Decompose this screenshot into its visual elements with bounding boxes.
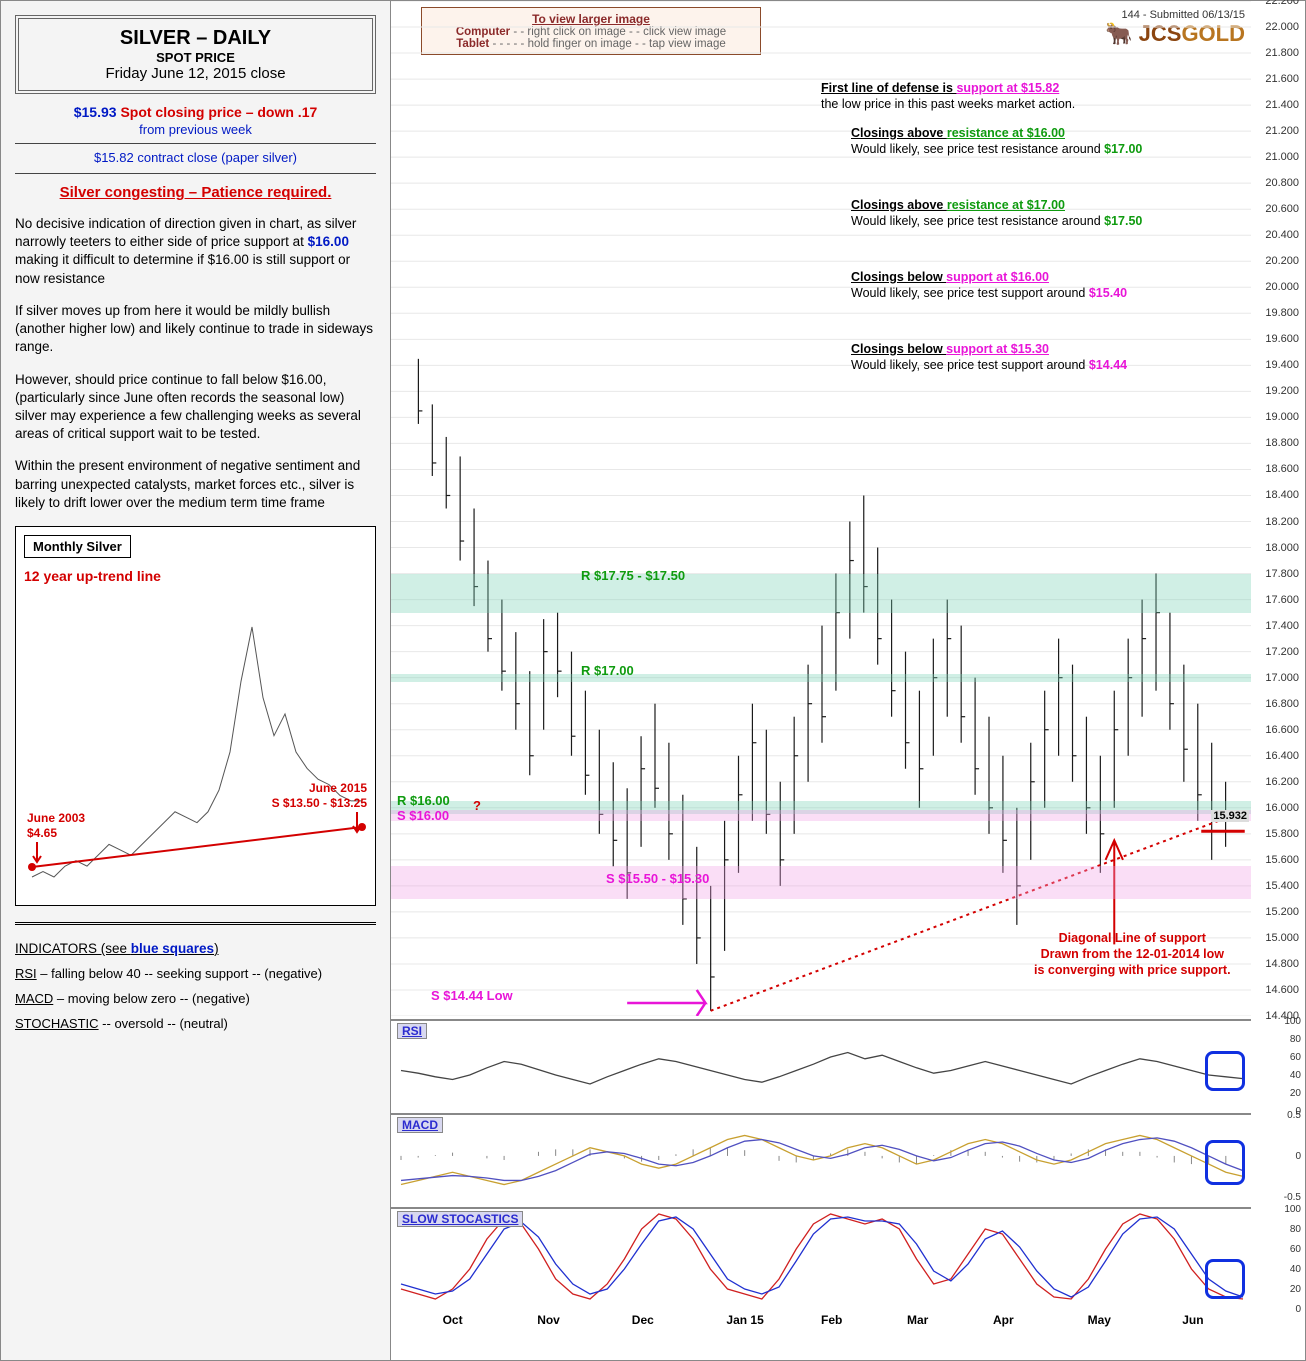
spot-price: $15.93 [74,104,117,120]
inset-title: Monthly Silver [24,535,131,558]
indicator-rsi: RSI – falling below 40 -- seeking suppor… [15,966,376,981]
indicator-macd: MACD – moving below zero -- (negative) [15,991,376,1006]
paper-close: $15.82 contract close (paper silver) [15,150,376,165]
page-root: SILVER – DAILY SPOT PRICE Friday June 12… [0,0,1306,1361]
para-2: If silver moves up from here it would be… [15,302,376,357]
spot-change: – down .17 [246,104,318,120]
spot-from: from previous week [15,122,376,137]
svg-text:$4.65: $4.65 [27,826,57,840]
rsi-panel: RSI806040200100 [391,1019,1251,1109]
macd-chart [391,1115,1251,1205]
inset-chart: June 2003$4.65 June 2015S $13.50 - $13.25 [22,577,372,887]
macd-panel: MACD0.50-0.5 [391,1113,1251,1203]
para-3: However, should price continue to fall b… [15,371,376,444]
headline: Silver congesting – Patience required. [15,184,376,201]
rsi-chart [391,1021,1251,1111]
monthly-silver-inset: Monthly Silver 12 year up-trend line Jun… [15,526,376,906]
title-main: SILVER – DAILY [27,27,364,50]
x-axis: OctNovDecJan 15FebMarAprMayJun [391,1313,1251,1333]
spot-price-line: $15.93 Spot closing price – down .17 [15,104,376,120]
title-sub: SPOT PRICE [27,50,364,65]
left-panel: SILVER – DAILY SPOT PRICE Friday June 12… [1,1,391,1360]
indicator-stoch: STOCHASTIC -- oversold -- (neutral) [15,1016,376,1031]
svg-text:June 2003: June 2003 [27,811,85,825]
rsi-label: RSI [397,1023,427,1039]
title-box: SILVER – DAILY SPOT PRICE Friday June 12… [15,15,376,94]
stoch-label: SLOW STOCASTICS [397,1211,523,1227]
right-panel: To view larger image Computer - - right … [391,1,1305,1360]
main-chart: R $17.75 - $17.50R $17.00R $16.00S $16.0… [391,1,1251,1016]
stoch-panel: SLOW STOCASTICS806040200100 [391,1207,1251,1307]
svg-text:June 2015: June 2015 [309,781,367,795]
para-4: Within the present environment of negati… [15,457,376,512]
indicators-header: INDICATORS (see blue squares) [15,941,376,956]
title-date: Friday June 12, 2015 close [27,65,364,82]
svg-text:S $13.50 - $13.25: S $13.50 - $13.25 [272,796,368,810]
para-1: No decisive indication of direction give… [15,215,376,288]
spot-label: Spot closing price [120,104,241,120]
macd-label: MACD [397,1117,443,1133]
